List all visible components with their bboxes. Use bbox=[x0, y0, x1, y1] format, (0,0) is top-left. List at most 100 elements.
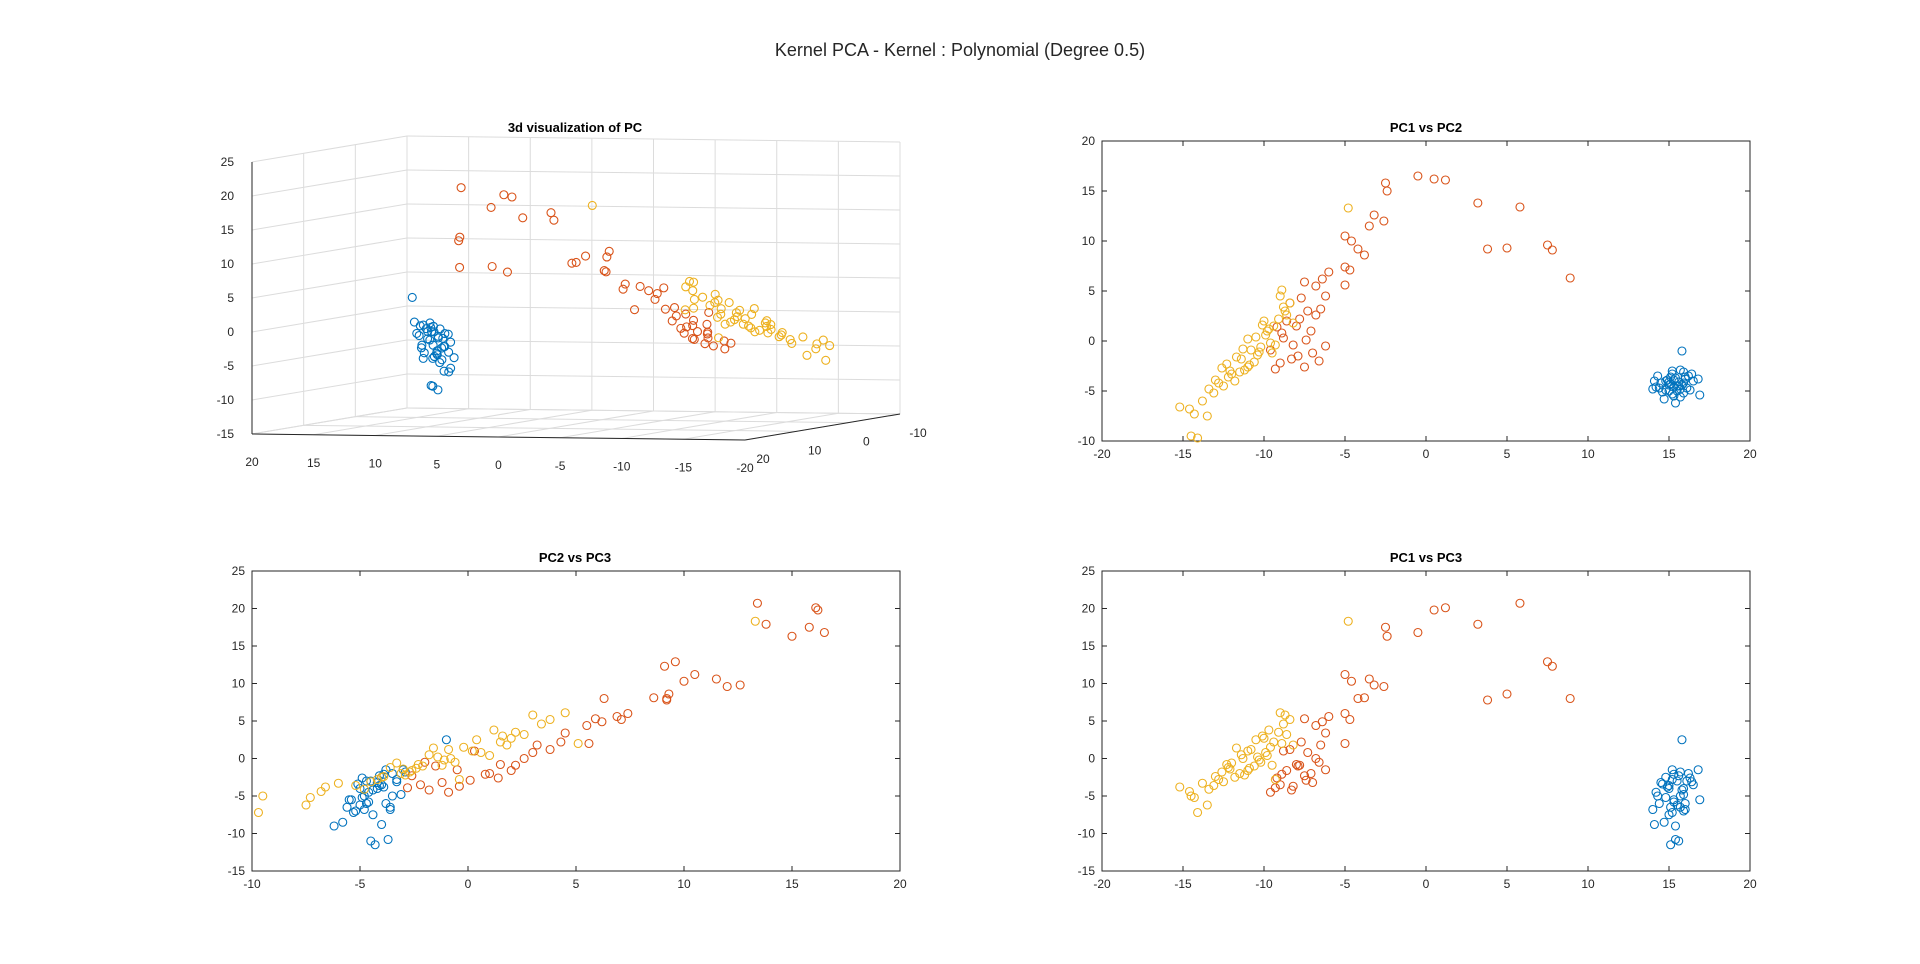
scatter-point-versicolor bbox=[485, 768, 495, 779]
scatter3d-point-versicolor bbox=[688, 321, 698, 331]
scatter-point-setosa bbox=[1659, 394, 1669, 404]
scatter3d-point-versicolor bbox=[620, 279, 630, 289]
scatter-point-versicolor bbox=[1346, 236, 1357, 246]
scatter3d-point-versicolor bbox=[708, 341, 718, 351]
scatter-point-virginica bbox=[1217, 363, 1227, 373]
scatter-point-versicolor bbox=[813, 605, 823, 615]
scatter-point-virginica bbox=[1256, 342, 1266, 352]
scatter-point-virginica bbox=[472, 735, 482, 745]
scatter-point-virginica bbox=[1225, 366, 1235, 376]
scatter-point-versicolor bbox=[761, 619, 771, 629]
scatter-point-virginica bbox=[560, 708, 570, 718]
y-tick-label: 25 bbox=[1082, 564, 1096, 578]
scatter3d-point-versicolor bbox=[681, 309, 691, 319]
scatter-point-virginica bbox=[1197, 396, 1207, 406]
scatter-point-versicolor bbox=[1308, 777, 1318, 788]
scatter3d-point-versicolor bbox=[704, 307, 714, 317]
scatter3d-point-virginica bbox=[812, 339, 822, 349]
scatter3d-point-virginica bbox=[680, 305, 690, 315]
scatter-point-setosa bbox=[381, 765, 391, 775]
scatter-point-virginica bbox=[485, 750, 495, 761]
scatter3d-point-setosa bbox=[417, 340, 427, 350]
scatter-point-setosa bbox=[1669, 375, 1679, 385]
scatter3d-point-virginica bbox=[735, 305, 745, 315]
scatter3d-point-setosa bbox=[407, 292, 417, 302]
scatter-point-setosa bbox=[1677, 735, 1687, 745]
grid-line-back-z bbox=[406, 373, 901, 381]
scatter-point-virginica bbox=[396, 768, 406, 779]
scatter-point-versicolor bbox=[1369, 680, 1379, 690]
scatter-point-virginica bbox=[510, 727, 521, 737]
scatter-point-virginica bbox=[407, 765, 417, 776]
scatter-point-virginica bbox=[1189, 792, 1199, 803]
grid-line-back-z bbox=[406, 271, 901, 279]
scatter-point-virginica bbox=[1218, 381, 1229, 391]
scatter-point-virginica bbox=[1262, 326, 1272, 336]
grid-line-floor-y bbox=[355, 416, 849, 424]
scatter-point-setosa bbox=[1693, 765, 1703, 775]
scatter-point-versicolor bbox=[1314, 757, 1324, 767]
scatter-point-virginica bbox=[528, 710, 538, 720]
axes-pc2-vs-pc3: PC2 vs PC3 -10 -5 0 5 10 15 20-15-10-505101520… bbox=[228, 550, 907, 891]
scatter-point-virginica bbox=[1280, 306, 1290, 316]
scatter-point-versicolor bbox=[1413, 171, 1423, 181]
y-tick-label-3d: 10 bbox=[808, 443, 822, 457]
x-tick-label: 5 bbox=[1504, 877, 1511, 891]
scatter-point-setosa bbox=[1670, 821, 1681, 831]
grid-line-floor-y bbox=[406, 407, 901, 415]
scatter-point-virginica bbox=[1343, 203, 1353, 213]
scatter-point-versicolor bbox=[1324, 711, 1334, 722]
scatter-point-setosa bbox=[364, 797, 374, 807]
scatter-point-setosa bbox=[1664, 780, 1674, 791]
scatter-point-setosa bbox=[353, 779, 363, 789]
scatter-point-virginica bbox=[258, 791, 268, 801]
grid-line-back-z bbox=[406, 305, 901, 313]
scatter-point-setosa bbox=[374, 780, 384, 791]
scatter-point-virginica bbox=[1257, 320, 1267, 330]
scatter-point-setosa bbox=[372, 783, 382, 794]
plot-frame-pc1-pc3 bbox=[1101, 570, 1751, 872]
scatter-point-virginica bbox=[1288, 740, 1298, 750]
x-tick-label-3d: 10 bbox=[369, 457, 383, 471]
scatter-point-versicolor bbox=[1340, 738, 1350, 749]
scatter-point-virginica bbox=[439, 755, 449, 765]
scatter-point-virginica bbox=[1175, 402, 1185, 412]
scatter-point-virginica bbox=[1214, 774, 1224, 785]
scatter-point-setosa bbox=[1677, 785, 1687, 795]
scatter-point-virginica bbox=[1217, 767, 1227, 777]
scatter-point-setosa bbox=[1674, 836, 1684, 846]
scatter-point-setosa bbox=[1679, 789, 1689, 800]
scatter3d-point-versicolor bbox=[692, 327, 703, 337]
scatter-point-versicolor bbox=[431, 761, 441, 771]
axes-title-3d: 3d visualization of PC bbox=[508, 120, 643, 135]
scatter-point-setosa bbox=[1675, 392, 1685, 402]
scatter-point-versicolor bbox=[1440, 175, 1450, 185]
scatter3d-point-setosa bbox=[437, 355, 447, 365]
scatter3d-point-versicolor bbox=[454, 236, 464, 246]
scatter-point-virginica bbox=[1202, 800, 1212, 810]
scatter-point-versicolor bbox=[1547, 245, 1557, 255]
scatter-point-setosa bbox=[1680, 804, 1690, 815]
y-tick-label: 25 bbox=[232, 564, 246, 578]
scatter-point-setosa bbox=[351, 806, 361, 816]
scatter-point-versicolor bbox=[662, 695, 672, 705]
scatter3d-point-versicolor bbox=[676, 323, 686, 333]
y-tick-label: 15 bbox=[1082, 184, 1096, 198]
scatter-point-setosa bbox=[1656, 777, 1666, 788]
scatter-point-versicolor bbox=[1502, 689, 1512, 699]
scatter3d-point-versicolor bbox=[604, 246, 614, 256]
scatter3d-point-setosa bbox=[432, 350, 442, 360]
points-pc2-pc3 bbox=[253, 598, 829, 850]
scatter-point-virginica bbox=[1189, 409, 1199, 419]
scatter-point-virginica bbox=[1193, 807, 1203, 818]
scatter3d-point-virginica bbox=[698, 292, 708, 302]
z-tick-label-3d: 5 bbox=[227, 291, 234, 305]
scatter-point-versicolor bbox=[1306, 326, 1316, 336]
scatter-point-versicolor bbox=[424, 785, 434, 795]
y-tick-label: -5 bbox=[234, 789, 245, 803]
scatter3d-point-virginica bbox=[724, 298, 734, 308]
scatter-point-virginica bbox=[1343, 616, 1353, 626]
scatter3d-point-virginica bbox=[587, 200, 597, 211]
scatter-point-setosa bbox=[385, 804, 395, 815]
